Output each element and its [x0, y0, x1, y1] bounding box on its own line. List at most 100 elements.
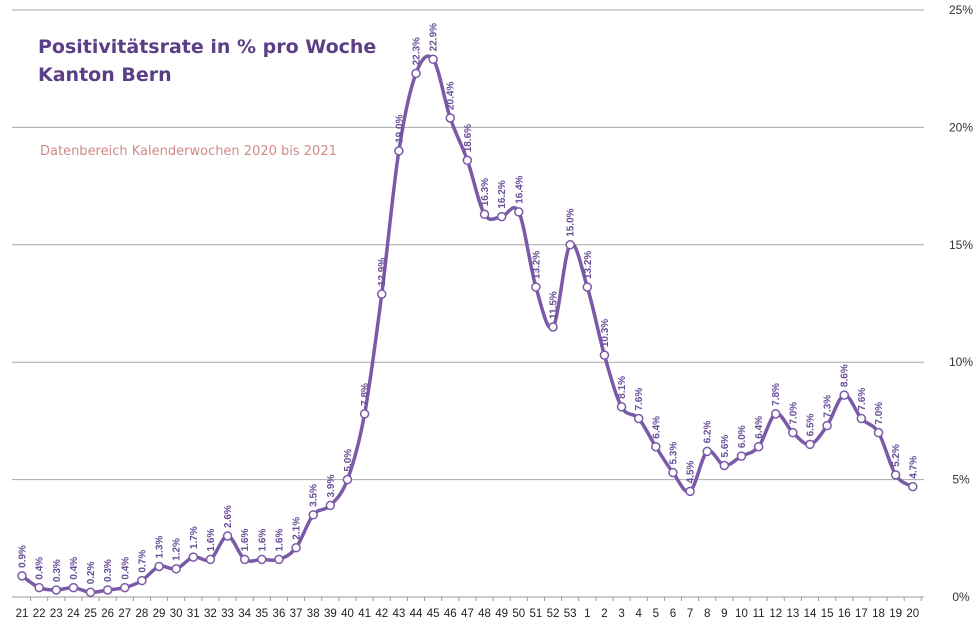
- x-tick-label: 21: [16, 608, 29, 620]
- x-tick-label: 33: [221, 608, 234, 620]
- data-label: 16.4%: [514, 175, 525, 203]
- data-point: [753, 441, 764, 452]
- data-point: [85, 587, 96, 598]
- data-point: [479, 209, 490, 220]
- data-label: 15.0%: [566, 208, 577, 236]
- chart-subtitle: Datenbereich Kalenderwochen 2020 bis 202…: [40, 144, 337, 159]
- x-tick-label: 2: [601, 608, 607, 620]
- x-tick-label: 11: [753, 608, 765, 620]
- data-point: [736, 451, 747, 461]
- x-tick-label: 5: [653, 608, 659, 620]
- data-point: [359, 409, 370, 419]
- x-tick-label: 37: [290, 608, 303, 620]
- x-tick-label: 29: [153, 608, 166, 620]
- data-label: 12.9%: [377, 258, 388, 286]
- x-tick-label: 3: [618, 608, 624, 620]
- x-tick-label: 12: [769, 608, 782, 620]
- x-tick-label: 53: [564, 608, 577, 620]
- x-tick-label: 34: [238, 608, 251, 620]
- data-label: 22.9%: [429, 23, 440, 51]
- data-point: [257, 554, 267, 565]
- data-label: 18.6%: [463, 124, 474, 152]
- data-label: 7.8%: [360, 383, 371, 406]
- data-point: [805, 439, 815, 450]
- data-label: 5.6%: [720, 435, 731, 458]
- data-point: [171, 564, 181, 574]
- data-label: 7.0%: [874, 402, 885, 425]
- data-point: [428, 54, 438, 65]
- x-tick-label: 19: [889, 608, 902, 620]
- data-point: [856, 413, 867, 424]
- data-label: 1.3%: [155, 536, 166, 559]
- data-point: [154, 561, 164, 572]
- data-point: [411, 68, 421, 79]
- x-tick-label: 23: [50, 608, 63, 620]
- data-label: 0.3%: [103, 559, 114, 582]
- x-tick-label: 10: [735, 608, 748, 620]
- data-point: [205, 554, 216, 565]
- data-point: [908, 481, 918, 492]
- data-point: [770, 409, 781, 419]
- data-point: [788, 427, 798, 438]
- x-tick-label: 9: [721, 608, 727, 620]
- x-tick-label: 40: [341, 608, 354, 620]
- chart-title: Positivitätsrate in % pro Woche: [38, 36, 377, 58]
- data-label: 4.5%: [686, 460, 697, 483]
- x-tick-label: 50: [512, 608, 525, 620]
- data-label: 1.7%: [189, 526, 200, 549]
- x-tick-label: 27: [118, 608, 131, 620]
- data-point: [873, 427, 884, 438]
- data-label: 0.2%: [86, 561, 97, 584]
- data-label: 8.1%: [617, 376, 628, 399]
- data-point: [702, 446, 712, 457]
- x-tick-label: 43: [392, 608, 405, 620]
- data-point: [102, 585, 113, 595]
- data-label: 0.7%: [137, 550, 148, 573]
- data-label: 11.5%: [549, 291, 560, 319]
- x-tick-label: 35: [255, 608, 268, 620]
- data-point: [651, 441, 661, 452]
- data-label: 6.4%: [651, 416, 662, 439]
- data-label: 5.0%: [343, 449, 354, 472]
- y-tick-label: 10%: [949, 355, 973, 369]
- x-tick-label: 41: [358, 608, 371, 620]
- x-tick-label: 38: [307, 608, 320, 620]
- data-label: 6.4%: [754, 416, 765, 439]
- data-point: [445, 113, 455, 123]
- data-label: 13.2%: [583, 251, 594, 279]
- x-tick-label: 36: [273, 608, 286, 620]
- data-point: [68, 582, 79, 593]
- data-point: [274, 554, 284, 565]
- y-tick-label: 25%: [949, 3, 973, 17]
- data-label: 6.2%: [703, 421, 714, 444]
- data-point: [822, 420, 832, 431]
- data-label: 0.3%: [52, 559, 63, 582]
- data-point: [531, 282, 541, 292]
- y-tick-label: 0%: [952, 590, 970, 604]
- data-label: 22.3%: [411, 37, 422, 65]
- data-point: [17, 571, 27, 581]
- data-point: [719, 460, 730, 471]
- data-label: 2.1%: [292, 517, 303, 540]
- data-point: [582, 282, 593, 292]
- chart-title-line2: Kanton Bern: [38, 64, 172, 86]
- data-label: 7.6%: [857, 388, 868, 411]
- data-point: [120, 582, 130, 593]
- data-label: 7.0%: [788, 402, 799, 425]
- data-label: 6.0%: [737, 425, 748, 448]
- data-point: [599, 350, 610, 360]
- x-tick-label: 39: [324, 608, 337, 620]
- data-point: [34, 582, 44, 593]
- data-label: 20.4%: [446, 82, 457, 110]
- data-point: [188, 552, 199, 562]
- y-tick-label: 5%: [952, 473, 970, 487]
- data-label: 3.5%: [309, 484, 320, 507]
- data-point: [633, 413, 644, 424]
- data-point: [548, 322, 558, 332]
- x-tick-label: 7: [687, 608, 693, 620]
- data-label: 4.7%: [908, 456, 919, 479]
- data-label: 0.4%: [35, 557, 46, 580]
- x-tick-label: 8: [704, 608, 710, 620]
- x-tick-label: 31: [187, 608, 200, 620]
